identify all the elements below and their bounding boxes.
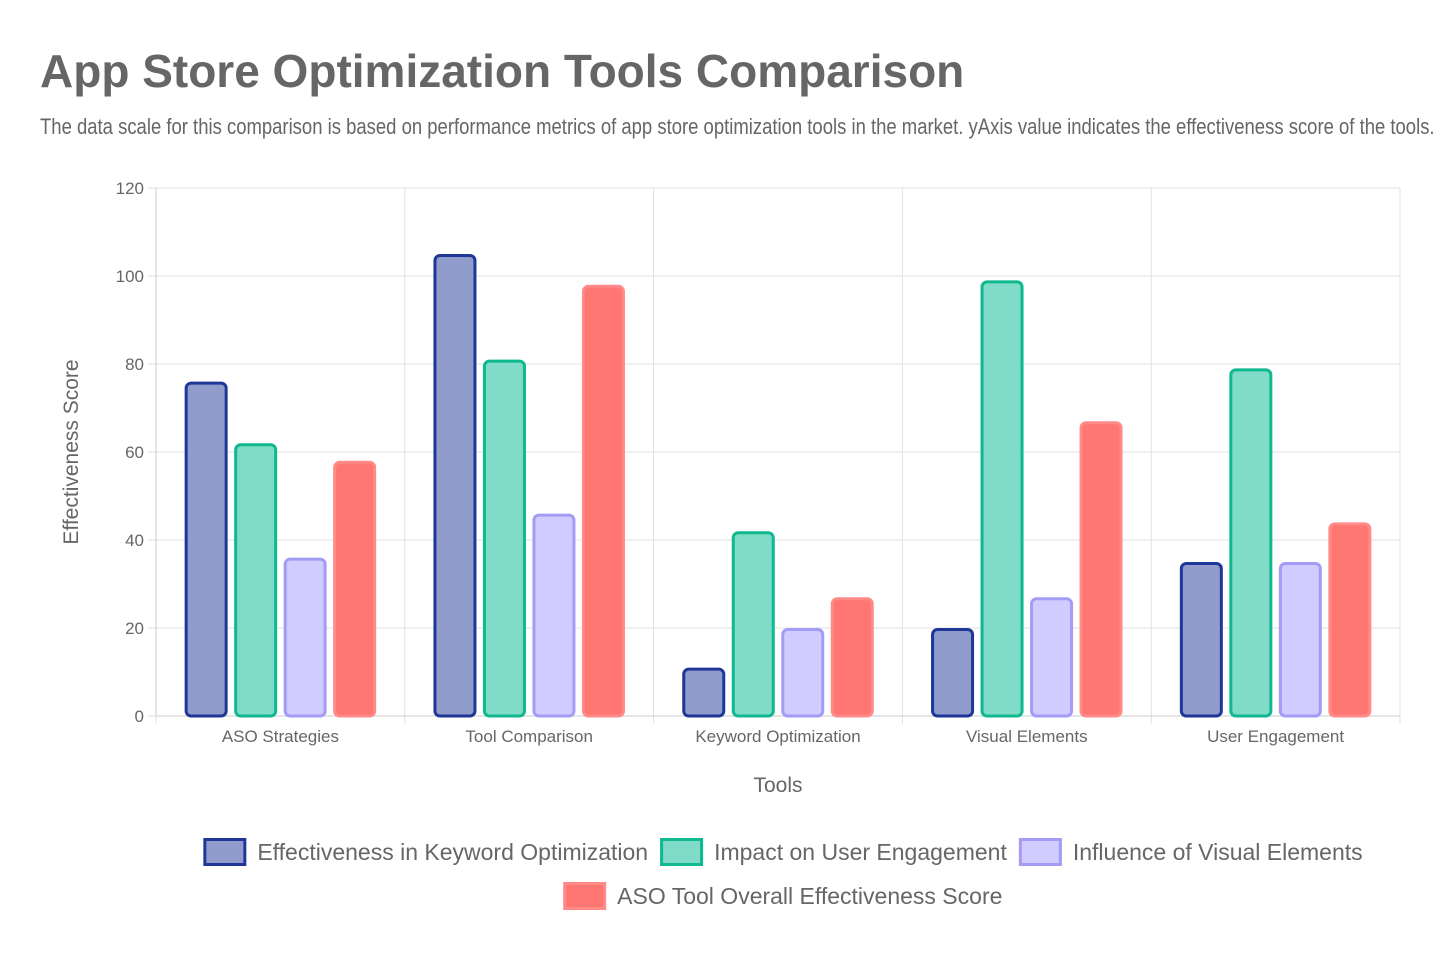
bar [333, 460, 377, 718]
x-tick-label: ASO Strategies [222, 727, 339, 746]
bar [1079, 421, 1123, 718]
y-tick-label: 0 [135, 707, 144, 726]
bar [532, 513, 576, 718]
bar [283, 557, 327, 718]
y-tick-label: 40 [125, 531, 144, 550]
x-tick-label: Visual Elements [966, 727, 1088, 746]
bar [1328, 522, 1372, 718]
y-tick-label: 80 [125, 355, 144, 374]
chart-subtitle: The data scale for this comparison is ba… [40, 114, 1435, 139]
bar [1030, 597, 1074, 718]
bar [1229, 368, 1273, 718]
x-axis-title: Tools [753, 774, 802, 797]
legend-label: ASO Tool Overall Effectiveness Score [617, 883, 1002, 909]
bar [581, 284, 625, 718]
legend-label: Influence of Visual Elements [1073, 839, 1363, 865]
bar [1179, 562, 1223, 718]
y-axis-title: Effectiveness Score [60, 359, 83, 544]
bar [234, 443, 278, 718]
bar [433, 254, 477, 718]
x-tick-label: User Engagement [1207, 727, 1344, 746]
bar [931, 628, 975, 718]
bar [731, 531, 775, 718]
legend-swatch [203, 838, 247, 866]
x-tick-label: Keyword Optimization [695, 727, 860, 746]
legend-swatch [660, 838, 704, 866]
legend-label: Effectiveness in Keyword Optimization [257, 839, 648, 865]
legend-label: Impact on User Engagement [714, 839, 1007, 865]
bar [781, 628, 825, 718]
y-tick-label: 20 [125, 619, 144, 638]
legend-swatch [1018, 838, 1062, 866]
bar [980, 280, 1024, 718]
bar [830, 597, 874, 718]
x-tick-label: Tool Comparison [465, 727, 593, 746]
bar [184, 381, 228, 718]
bar [482, 359, 526, 718]
chart-title: App Store Optimization Tools Comparison [40, 45, 965, 97]
y-tick-label: 60 [125, 443, 144, 462]
bar [682, 667, 726, 718]
y-tick-label: 120 [116, 179, 144, 198]
legend-swatch [563, 882, 607, 910]
y-tick-label: 100 [116, 267, 144, 286]
bar [1278, 562, 1322, 718]
